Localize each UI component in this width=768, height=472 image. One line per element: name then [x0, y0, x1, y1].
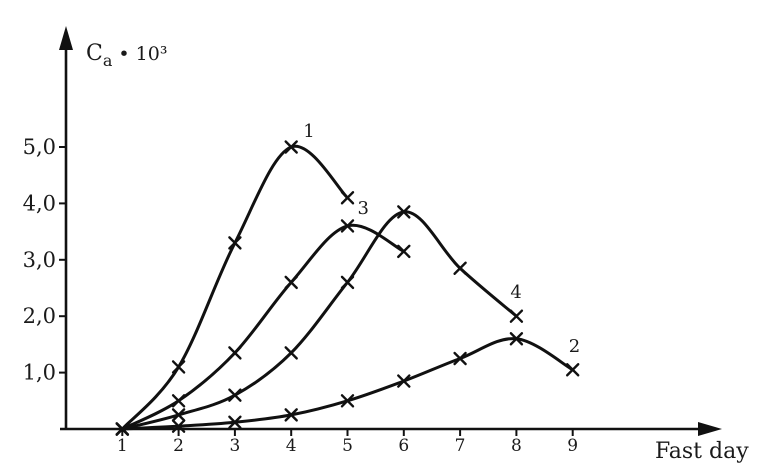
data-point-marker [284, 140, 298, 154]
y-tick-label: 5,0 [23, 135, 56, 159]
data-point-marker [228, 388, 242, 402]
x-axis [60, 422, 722, 436]
data-point-marker [340, 191, 355, 205]
data-point-marker [171, 360, 186, 374]
y-axis [59, 26, 73, 429]
data-point-marker [171, 408, 186, 422]
x-axis-title: Fast day [655, 439, 749, 464]
data-point-marker [171, 394, 186, 408]
x-tick-label: 8 [511, 436, 522, 456]
data-point-marker [284, 275, 298, 290]
x-axis-arrow [698, 422, 722, 436]
data-point-marker [228, 346, 242, 360]
data-point-marker [509, 309, 524, 323]
data-point-marker [566, 363, 580, 377]
series-line [120, 337, 575, 431]
data-point-marker [284, 346, 298, 360]
y-tick-label: 2,0 [23, 304, 56, 328]
series-label: 4 [510, 282, 521, 303]
series-label: 1 [303, 121, 314, 142]
y-axis-arrow [59, 26, 73, 50]
series-1: 1 [115, 121, 355, 436]
y-axis-title-main: C [86, 41, 103, 66]
data-point-marker [397, 244, 411, 259]
y-tick-label: 3,0 [23, 248, 56, 272]
data-point-marker [453, 261, 467, 275]
series-line [120, 223, 406, 431]
data-point-marker [284, 408, 298, 422]
y-tick-label: 1,0 [23, 361, 56, 385]
y-ticks: 1,0 2,0 3,0 4,0 5,0 [23, 135, 66, 385]
x-tick-label: 7 [455, 436, 466, 456]
y-axis-title: Ca • 10³ [86, 41, 167, 70]
data-point-marker [228, 236, 242, 250]
x-tick-label: 4 [286, 436, 297, 456]
data-point-marker [340, 219, 355, 233]
series-label: 3 [358, 198, 369, 219]
data-point-marker [397, 205, 411, 219]
y-axis-title-subscript: a [103, 51, 113, 70]
series-4: 4 [115, 205, 524, 436]
series-label: 2 [569, 336, 580, 357]
series-group: 1 2 3 4 [115, 121, 580, 436]
x-tick-label: 5 [342, 436, 353, 456]
data-point-marker [171, 419, 186, 433]
x-tick-label: 9 [567, 436, 578, 456]
series-3: 3 [115, 198, 411, 436]
data-point-marker [340, 275, 355, 290]
x-tick-label: 6 [398, 436, 409, 456]
series-2: 2 [115, 332, 580, 436]
y-tick-label: 4,0 [23, 191, 56, 215]
x-tick-label: 3 [229, 436, 240, 456]
data-point-marker [340, 394, 355, 408]
x-tick-label: 1 [117, 436, 128, 456]
y-axis-title-suffix: • 10³ [112, 43, 167, 65]
data-point-marker [509, 332, 524, 346]
data-point-marker [397, 374, 411, 388]
data-point-marker [115, 422, 130, 436]
data-point-marker [228, 415, 242, 429]
data-point-marker [453, 351, 467, 366]
series-line [120, 144, 349, 431]
x-tick-label: 2 [173, 436, 184, 456]
x-ticks: 1 2 3 4 5 6 7 8 9 [117, 429, 578, 456]
